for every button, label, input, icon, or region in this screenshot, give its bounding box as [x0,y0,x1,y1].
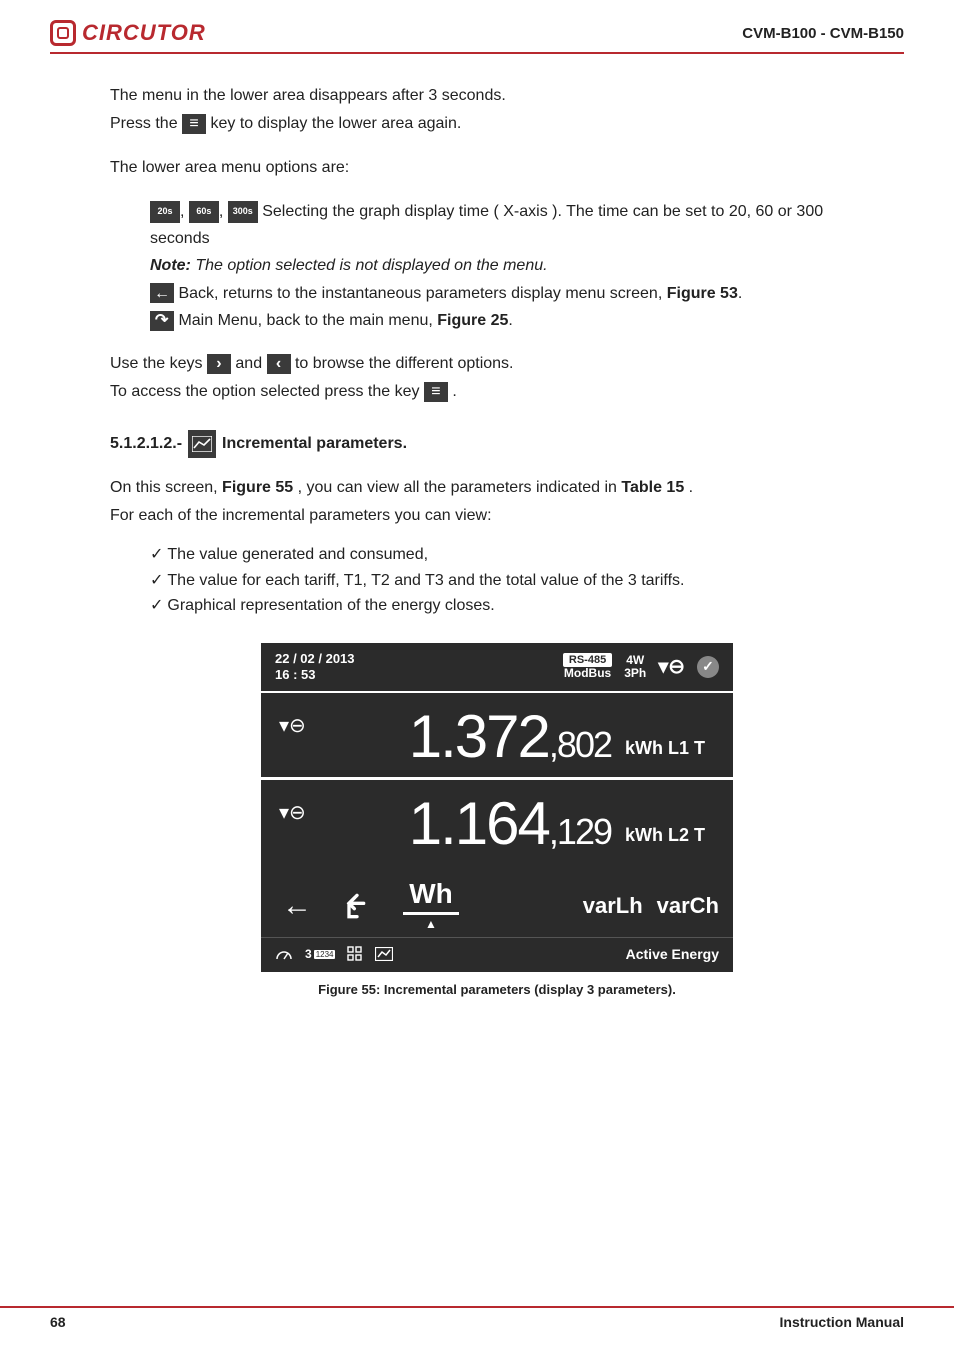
page-header: CIRCUTOR CVM-B100 - CVM-B150 [50,20,904,54]
check-item-3: Graphical representation of the energy c… [150,593,884,619]
page-number: 68 [50,1314,66,1330]
menu-icon-2 [424,382,448,402]
device-screen: 22 / 02 / 2013 16 : 53 RS-485 ModBus 4W … [261,643,733,973]
back-arrow-icon [150,283,174,303]
device-value-2: 1.164,129 [309,794,611,854]
device-value-1: 1.372,802 [309,707,611,767]
menu-icon [182,114,206,134]
device-footer: 3 1234 [261,937,733,972]
phase-icon-2: ▾⊖ [279,800,309,825]
device-datetime: 22 / 02 / 2013 16 : 53 [275,651,355,684]
device-wh-tab[interactable]: Wh ▲ [403,880,459,931]
manual-label: Instruction Manual [780,1314,904,1330]
para-options-intro: The lower area menu options are: [110,156,884,180]
back-option-line: Back, returns to the instantaneous param… [150,280,884,307]
clock-down-icon: ▾⊖ [658,654,685,679]
tag-20s: 20s [150,201,180,223]
para-figure-intro: On this screen, Figure 55 , you can view… [110,476,884,500]
chart-up-icon [375,947,393,961]
device-footer-label: Active Energy [626,946,719,962]
right-key-icon [207,354,231,374]
device-row-2: ▾⊖ 1.164,129 kWh L2 T [261,780,733,864]
page-footer: 68 Instruction Manual [0,1306,954,1330]
gauge-icon [275,947,293,961]
device-varch-tab[interactable]: varCh [657,893,719,919]
device-varlh-tab[interactable]: varLh [583,893,643,919]
check-item-2: The value for each tariff, T1, T2 and T3… [150,568,884,594]
device-unit-1: kWh L1 T [625,738,715,767]
para-menu-disappear: The menu in the lower area disappears af… [110,84,884,108]
para-press-key: Press the key to display the lower area … [110,112,884,136]
wiring-indicator: 4W 3Ph [624,654,646,680]
rs485-indicator: RS-485 ModBus [563,653,612,680]
model-label: CVM-B100 - CVM-B150 [742,25,904,42]
time-option-line: 20s, 60s, 300s Selecting the graph displ… [150,198,884,252]
logo-mark-icon [50,20,76,46]
figure-caption: Figure 55: Incremental parameters (displ… [110,982,884,997]
section-heading: 5.1.2.1.2.- Incremental parameters. [110,430,884,458]
menu-options-block: 20s, 60s, 300s Selecting the graph displ… [150,198,884,334]
device-back-button[interactable]: ← [275,889,319,923]
tag-60s: 60s [189,201,219,223]
return-icon [150,311,174,331]
tag-300s: 300s [228,201,258,223]
selected-arrow-icon: ▲ [425,917,437,931]
main-menu-option-line: Main Menu, back to the main menu, Figure… [150,307,884,334]
para-for-each: For each of the incremental parameters y… [110,504,884,528]
phase-icon-1: ▾⊖ [279,713,309,738]
logo: CIRCUTOR [50,20,206,46]
device-status-bar: 22 / 02 / 2013 16 : 53 RS-485 ModBus 4W … [261,643,733,694]
numeric-icon: 3 1234 [305,947,335,961]
incremental-chart-icon [188,430,216,458]
para-browse-keys: Use the keys and to browse the different… [110,352,884,376]
para-access-key: To access the option selected press the … [110,380,884,404]
device-lower-menu: ← Wh ▲ varLh varCh [261,864,733,937]
check-item-1: The value generated and consumed, [150,542,884,568]
ok-status-icon: ✓ [697,656,719,678]
device-home-button[interactable] [339,890,383,922]
device-unit-2: kWh L2 T [625,825,715,854]
logo-text: CIRCUTOR [82,20,206,46]
left-key-icon [267,354,291,374]
note-line: Note: The option selected is not display… [150,252,884,279]
device-row-1: ▾⊖ 1.372,802 kWh L1 T [261,693,733,780]
checklist: The value generated and consumed, The va… [150,542,884,619]
grid-icon [347,946,363,962]
